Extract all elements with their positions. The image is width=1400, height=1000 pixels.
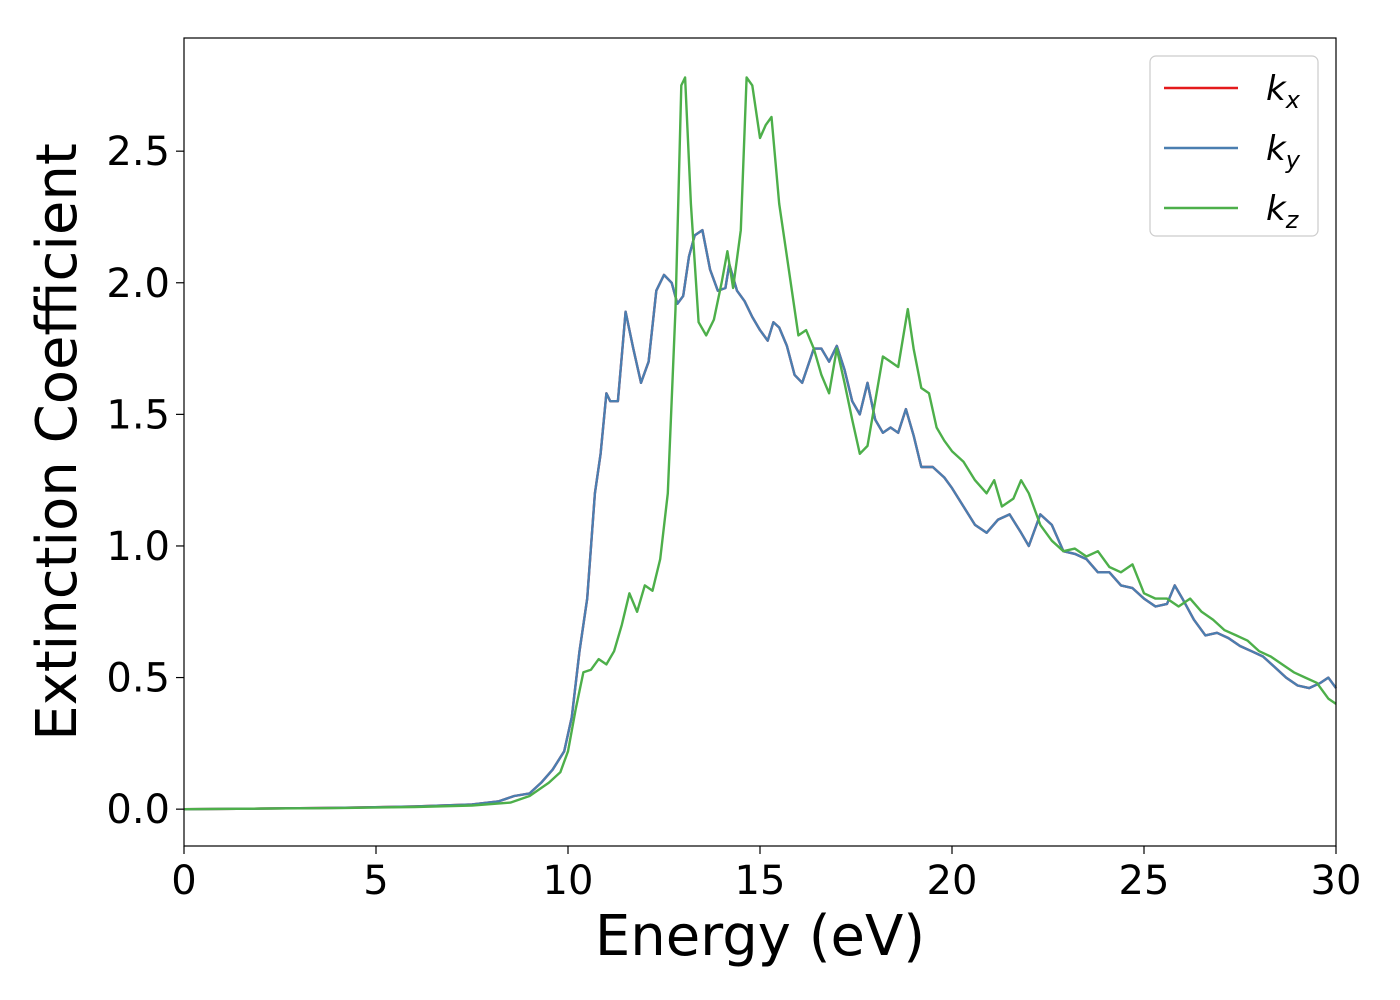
legend-label-subscript: x (1285, 86, 1301, 114)
legend-label-base: k (1266, 189, 1287, 229)
legend-box (1149, 55, 1319, 237)
x-tick-label: 30 (1311, 858, 1362, 904)
series-line-ky (183, 228, 1337, 811)
y-tick-label: 1.0 (106, 524, 170, 570)
y-axis-ticks: 0.0 0.5 1.0 1.5 2.0 2.5 (106, 129, 184, 833)
series-line-kz (183, 76, 1337, 811)
legend-label-subscript: z (1285, 206, 1300, 234)
series-layer (183, 76, 1337, 811)
legend-label-kx: kx (1266, 69, 1301, 114)
x-tick-label: 15 (735, 858, 786, 904)
y-tick-label: 2.0 (106, 261, 170, 307)
y-tick-label: 0.0 (106, 787, 170, 833)
legend-label-base: k (1266, 129, 1287, 169)
x-tick-label: 0 (171, 858, 196, 904)
plot-area (184, 38, 1336, 846)
y-tick-label: 2.5 (106, 129, 170, 175)
x-tick-label: 20 (927, 858, 978, 904)
legend-label-kz: kz (1266, 189, 1300, 234)
legend-label-ky: ky (1266, 129, 1301, 174)
x-axis-ticks: 0 5 10 15 20 25 30 (171, 846, 1361, 904)
x-tick-label: 5 (363, 858, 388, 904)
legend-label-base: k (1266, 69, 1287, 109)
y-tick-label: 1.5 (106, 392, 170, 438)
legend-label-subscript: y (1285, 146, 1301, 174)
x-tick-label: 10 (543, 858, 594, 904)
x-tick-label: 25 (1119, 858, 1170, 904)
y-axis-label: Extinction Coefficient (25, 143, 90, 741)
y-tick-label: 0.5 (106, 656, 170, 702)
x-axis-label: Energy (eV) (595, 904, 925, 969)
